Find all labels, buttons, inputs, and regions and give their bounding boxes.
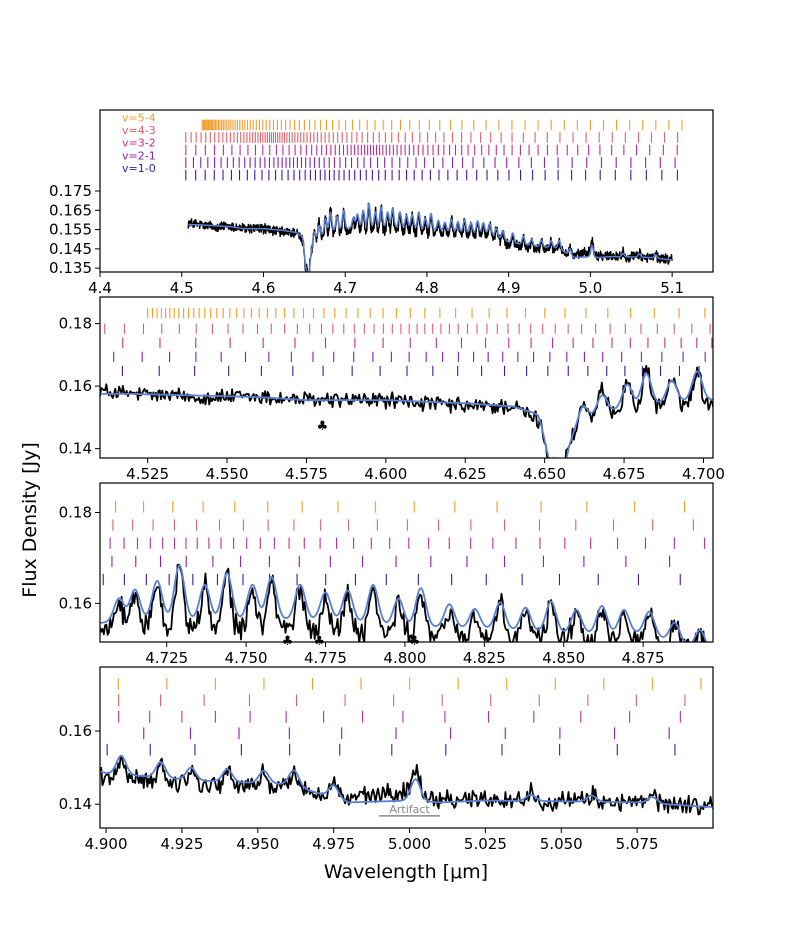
band-label-v=4-3: v=4-3 [122,124,156,137]
y-tick-label: 0.145 [49,240,92,258]
x-tick-label: 4.725 [145,649,188,667]
panel-frame [99,109,714,273]
x-tick-label: 4.775 [304,649,347,667]
x-tick-label: 4.625 [444,465,487,483]
x-tick-label: 5.050 [540,835,583,853]
x-tick-label: 4.9 [497,279,521,297]
y-tick-label: 0.18 [59,504,92,522]
model-spectrum-line [100,370,713,458]
band-label-v=2-1: v=2-1 [122,149,156,162]
model-spectrum-line [187,203,673,272]
x-tick-label: 4.750 [225,649,268,667]
band-label-v=3-2: v=3-2 [122,137,156,150]
y-tick-label: 0.16 [59,722,92,740]
x-tick-label: 5.0 [578,279,602,297]
x-tick-label: 4.5 [170,279,194,297]
observed-spectrum-line [100,755,713,816]
x-tick-label: 4.575 [285,465,328,483]
panel-frame [99,296,714,459]
y-tick-label: 0.16 [59,377,92,395]
band-label-v=1-0: v=1-0 [122,162,156,175]
observed-spectrum-line [100,563,706,642]
x-tick-label: 4.850 [542,649,585,667]
y-tick-label: 0.155 [49,221,92,239]
y-tick-label: 0.16 [59,594,92,612]
x-tick-label: 4.550 [206,465,249,483]
x-tick-label: 4.4 [88,279,112,297]
panel-overview: v=5-4v=4-3v=3-2v=2-1v=1-0 4.4 4.5 4.6 4.7 4.8… [49,109,714,297]
y-tick-label: 0.175 [49,182,92,200]
y-tick-label: 0.14 [59,440,92,458]
x-tick-label: 5.000 [388,835,431,853]
y-axis-label: Flux Density [Jy] [19,442,41,597]
panel-frame [99,666,714,829]
y-tick-label: 0.18 [59,315,92,333]
x-tick-label: 4.6 [252,279,276,297]
y-tick-label: 0.135 [49,259,92,277]
x-tick-label: 4.800 [383,649,426,667]
x-tick-label: 4.650 [523,465,566,483]
x-tick-label: 4.525 [126,465,169,483]
x-tick-label: 4.975 [312,835,355,853]
y-tick-label: 0.165 [49,201,92,219]
x-axis-label: Wavelength [μm] [324,861,488,883]
band-label-v=5-4: v=5-4 [122,112,156,125]
x-tick-label: 4.825 [463,649,506,667]
x-tick-label: 4.7 [333,279,357,297]
x-tick-label: 4.675 [603,465,646,483]
x-tick-label: 4.600 [364,465,407,483]
x-tick-label: 4.925 [160,835,203,853]
x-tick-label: 5.025 [464,835,507,853]
panel-zoom-2: ♣ ♣ ♣4.725 4.750 4.775 4.800 4.825 4.850 4.8750.… [59,482,714,667]
club-marker: ♣ [317,419,329,434]
artifact-label: Artifact [389,803,430,816]
model-spectrum-line [100,564,708,642]
x-tick-label: 4.8 [415,279,439,297]
x-tick-label: 4.900 [85,835,128,853]
panel-zoom-1: ♣ 4.525 4.550 4.575 4.600 4.625 4.650 4.675 4.70… [59,296,725,483]
x-tick-label: 5.1 [660,279,684,297]
x-tick-label: 4.950 [236,835,279,853]
x-tick-label: 5.075 [616,835,659,853]
x-tick-label: 4.700 [682,465,725,483]
x-tick-label: 4.875 [622,649,665,667]
y-tick-label: 0.14 [59,795,92,813]
model-spectrum-line [100,754,713,809]
panel-zoom-3: Artifact 4.900 4.925 4.950 4.975 5.000 5.025 5.… [59,666,714,853]
panel-frame [99,482,714,643]
